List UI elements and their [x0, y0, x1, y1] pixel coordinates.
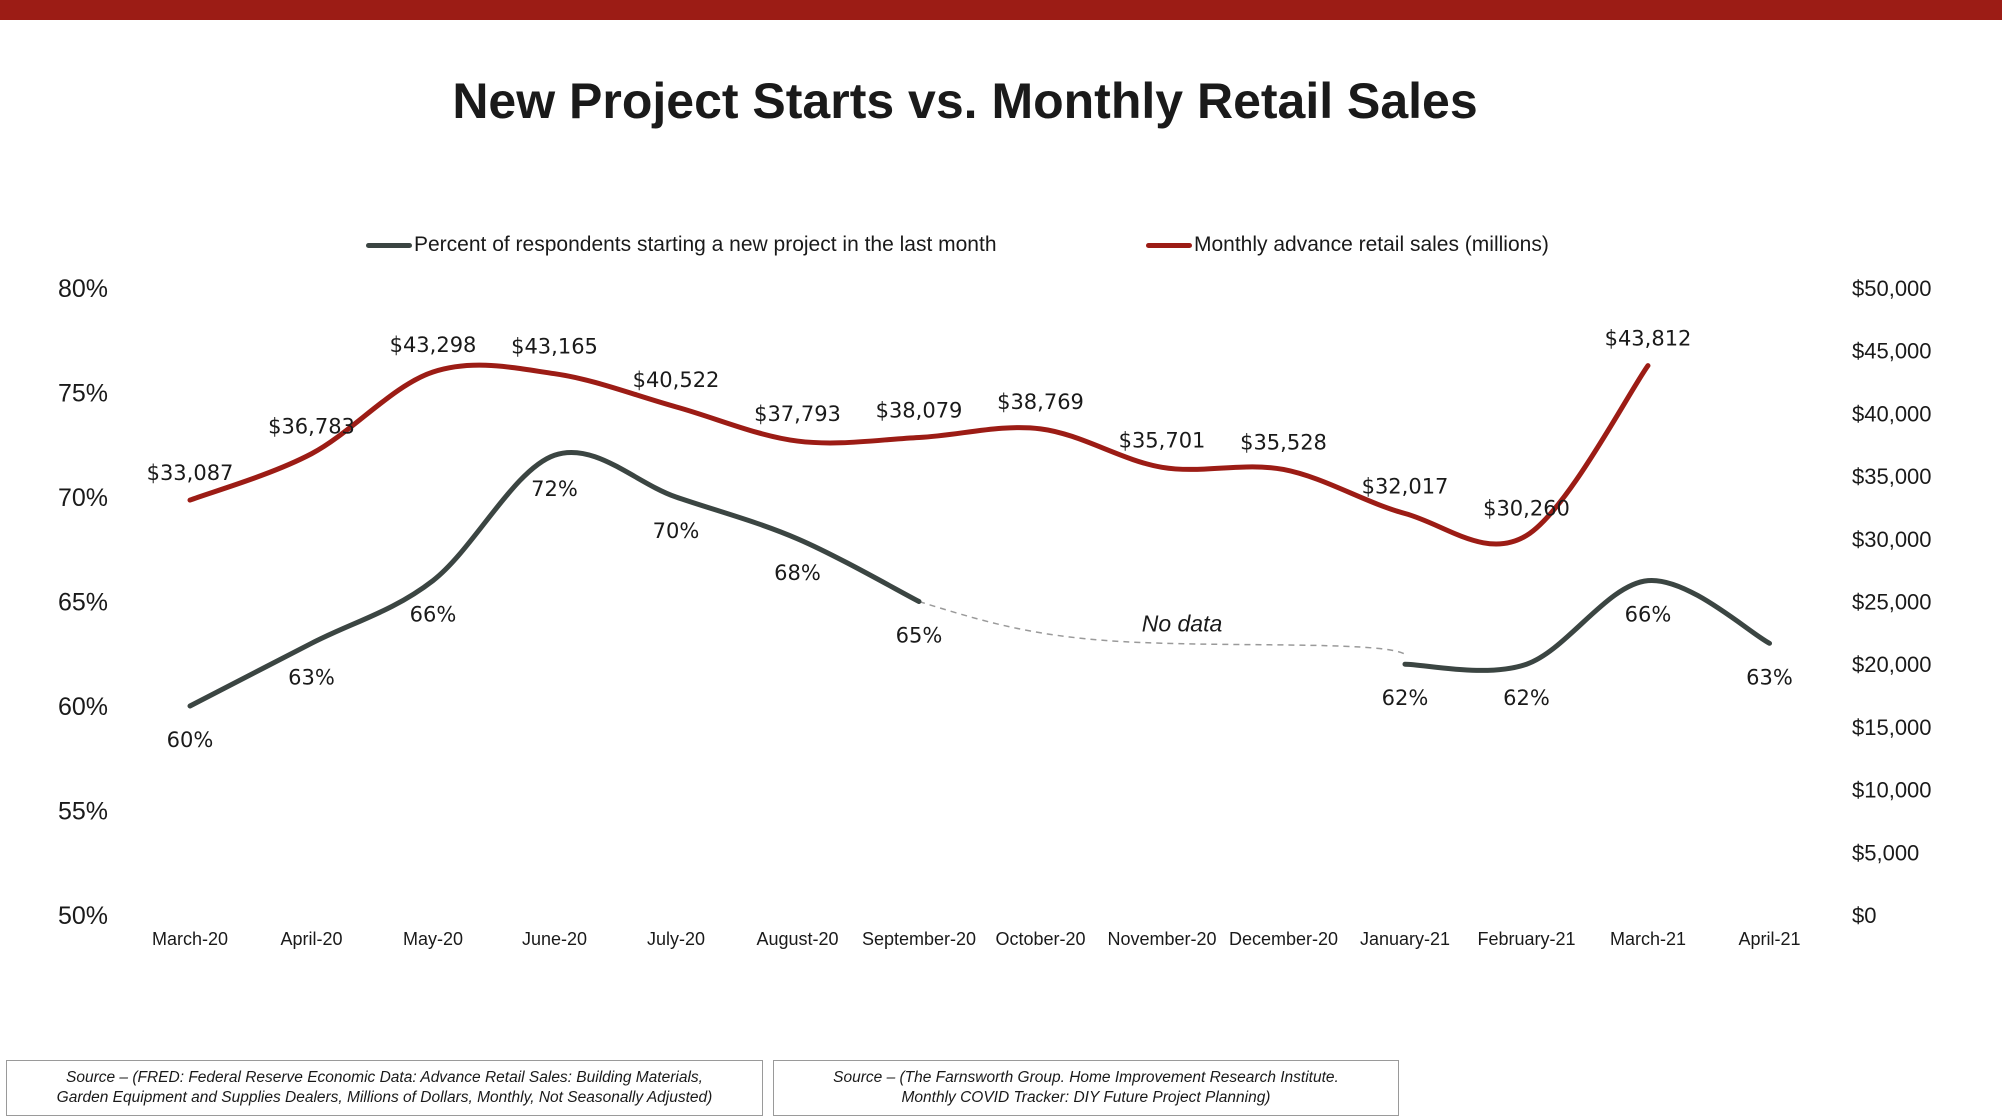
line-chart: 50% 55% 60% 65% 70% 75% 80% $0 $5,000 $10,000 $15,…	[58, 275, 1932, 949]
y-left-tick-label: 55%	[58, 798, 108, 826]
source-text-fred: Source – (FRED: Federal Reserve Economic…	[56, 1069, 713, 1106]
x-tick-label: August-20	[756, 929, 838, 949]
x-tick-label: March-20	[152, 929, 228, 949]
data-label-project-starts: 65%	[896, 624, 943, 648]
source-text-farnsworth: Source – (The Farnsworth Group. Home Imp…	[833, 1069, 1339, 1106]
legend-label-retail-sales: Monthly advance retail sales (millions)	[1194, 233, 1549, 256]
series-line-retail-sales	[187, 362, 1651, 547]
data-label-retail-sales: $43,165	[511, 335, 598, 359]
data-label-retail-sales: $33,087	[147, 461, 234, 485]
y-right-tick-label: $0	[1852, 903, 1876, 928]
data-label-retail-sales: $35,701	[1119, 428, 1206, 452]
y-right-tick-label: $15,000	[1852, 715, 1932, 740]
data-label-retail-sales: $38,769	[997, 390, 1084, 414]
legend-item-retail-sales: Monthly advance retail sales (millions)	[1146, 230, 1549, 260]
no-data-connector	[918, 600, 1406, 655]
data-label-retail-sales: $37,793	[754, 402, 841, 426]
data-label-retail-sales: $38,079	[876, 398, 963, 422]
legend-item-project-starts: Percent of respondents starting a new pr…	[366, 230, 997, 260]
data-label-project-starts: 62%	[1382, 686, 1429, 710]
x-tick-label: June-20	[522, 929, 587, 949]
x-tick-label: April-21	[1738, 929, 1800, 949]
data-label-retail-sales: $43,812	[1605, 327, 1692, 351]
x-tick-label: November-20	[1107, 929, 1216, 949]
x-tick-label: July-20	[647, 929, 705, 949]
y-right-tick-label: $40,000	[1852, 401, 1932, 426]
legend-swatch-retail-sales	[1146, 242, 1192, 248]
legend-swatch-project-starts	[366, 242, 412, 248]
y-right-tick-label: $30,000	[1852, 527, 1932, 552]
source-box-fred: Source – (FRED: Federal Reserve Economic…	[6, 1060, 763, 1116]
chart-title: New Project Starts vs. Monthly Retail Sa…	[452, 73, 1478, 129]
data-label-retail-sales: $32,017	[1362, 475, 1449, 499]
y-right-tick-label: $25,000	[1852, 590, 1932, 615]
x-tick-label: December-20	[1229, 929, 1338, 949]
x-tick-label: May-20	[403, 929, 463, 949]
data-label-project-starts: 72%	[531, 477, 578, 501]
y-left-tick-label: 70%	[58, 484, 108, 512]
data-label-project-starts: 63%	[1746, 665, 1793, 689]
x-tick-label: April-20	[280, 929, 342, 949]
y-right-tick-label: $20,000	[1852, 652, 1932, 677]
legend-label-project-starts: Percent of respondents starting a new pr…	[414, 233, 997, 256]
data-label-project-starts: 70%	[653, 519, 700, 543]
y-right-tick-label: $10,000	[1852, 778, 1932, 803]
y-left-tick-label: 50%	[58, 902, 108, 930]
data-label-retail-sales: $40,522	[633, 368, 720, 392]
data-label-project-starts: 63%	[288, 665, 335, 689]
y-right-tick-label: $35,000	[1852, 464, 1932, 489]
data-label-retail-sales: $43,298	[390, 333, 477, 357]
data-label-project-starts: 60%	[167, 728, 214, 752]
y-left-tick-label: 60%	[58, 693, 108, 721]
y-right-tick-label: $50,000	[1852, 276, 1932, 301]
source-box-farnsworth: Source – (The Farnsworth Group. Home Imp…	[773, 1060, 1399, 1116]
y-left-tick-label: 75%	[58, 380, 108, 408]
data-label-project-starts: 66%	[410, 603, 457, 627]
y-right-tick-label: $45,000	[1852, 339, 1932, 364]
data-label-project-starts: 62%	[1503, 686, 1550, 710]
x-tick-label: March-21	[1610, 929, 1686, 949]
data-label-project-starts: 66%	[1625, 603, 1672, 627]
y-right-tick-label: $5,000	[1852, 840, 1919, 865]
y-left-tick-label: 80%	[58, 275, 108, 303]
x-tick-label: October-20	[995, 929, 1085, 949]
top-accent-bar	[0, 0, 2002, 20]
data-label-retail-sales: $35,528	[1240, 430, 1327, 454]
data-label-retail-sales: $36,783	[268, 415, 355, 439]
x-tick-label: September-20	[862, 929, 976, 949]
series-line-project-starts	[187, 449, 922, 709]
x-tick-label: January-21	[1360, 929, 1450, 949]
data-label-retail-sales: $30,260	[1483, 497, 1570, 521]
no-data-annotation: No data	[1142, 611, 1223, 637]
series-line-project-starts	[1402, 578, 1772, 673]
x-tick-label: February-21	[1477, 929, 1575, 949]
data-label-project-starts: 68%	[774, 561, 821, 585]
y-left-tick-label: 65%	[58, 589, 108, 617]
